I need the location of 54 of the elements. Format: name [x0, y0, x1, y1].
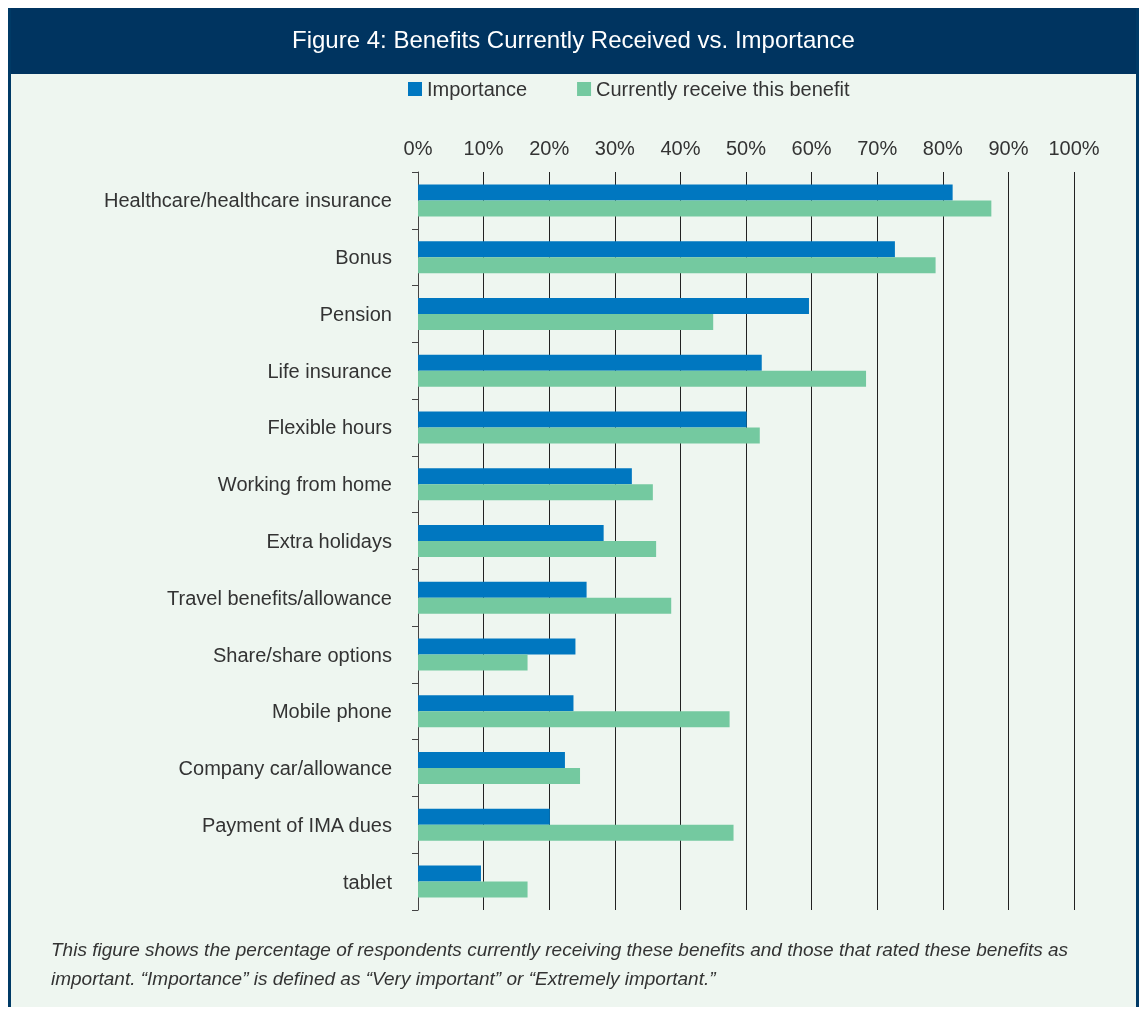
x-tick-label: 60% [791, 137, 832, 159]
y-tick-label: Flexible hours [267, 416, 392, 439]
bar [418, 581, 587, 598]
bar [418, 881, 528, 898]
bar [418, 808, 550, 825]
bar [418, 752, 565, 769]
x-tick-label: 80% [922, 137, 964, 159]
y-tick-label: Share/share options [212, 643, 392, 666]
bar [418, 654, 528, 671]
x-tick-label: 100% [1048, 137, 1100, 159]
y-tick-label: Mobile phone [271, 700, 392, 723]
bar [418, 638, 576, 655]
x-tick-label: 50% [725, 137, 767, 159]
chart-title: Figure 4: Benefits Currently Received vs. Importance [11, 8, 1136, 74]
x-tick-label: 20% [529, 137, 570, 159]
x-tick-label: 10% [463, 137, 504, 159]
x-tick-label: 40% [660, 137, 701, 159]
bar [418, 525, 604, 541]
x-tick-label: 0% [403, 137, 433, 159]
bar [418, 484, 653, 501]
bar [418, 468, 632, 485]
y-tick-label: Company car/allowance [178, 757, 392, 780]
legend-label: Importance [427, 78, 528, 100]
y-tick-label: Pension [319, 302, 392, 325]
y-tick-label: Life insurance [267, 359, 392, 382]
y-tick-label: Travel benefits/allowance [167, 586, 392, 609]
bar [418, 865, 481, 882]
bar [418, 184, 953, 201]
bar [418, 313, 714, 330]
text: This figure shows the percentage of respondents currently receiving these benefits and those that rated these benefits as important. “Importance” is defined as “Very important” or “Extremely important.” [50, 938, 1070, 991]
bar [418, 824, 734, 841]
y-tick-label: Payment of IMA dues [201, 813, 392, 836]
y-tick-label: Working from home [217, 473, 392, 496]
y-tick-label: tablet [343, 870, 393, 893]
y-tick-label: Extra holidays [266, 530, 392, 552]
legend-label: Currently receive this benefit [596, 78, 850, 100]
x-tick-label: 30% [594, 137, 636, 159]
bar [418, 597, 672, 614]
bar [418, 695, 574, 712]
bar [418, 711, 730, 728]
bar [418, 241, 895, 258]
bar [418, 541, 657, 557]
bar [418, 370, 867, 387]
bar [418, 427, 760, 444]
y-tick-label: Bonus [335, 246, 392, 269]
bar [418, 257, 936, 274]
bar [418, 411, 747, 428]
bar [418, 200, 992, 217]
y-tick-label: Healthcare/healthcare insurance [104, 189, 392, 212]
bar [418, 354, 762, 371]
x-tick-label: 70% [857, 137, 898, 159]
bar [418, 297, 809, 314]
bar [418, 768, 581, 785]
x-tick-label: 90% [988, 137, 1029, 159]
